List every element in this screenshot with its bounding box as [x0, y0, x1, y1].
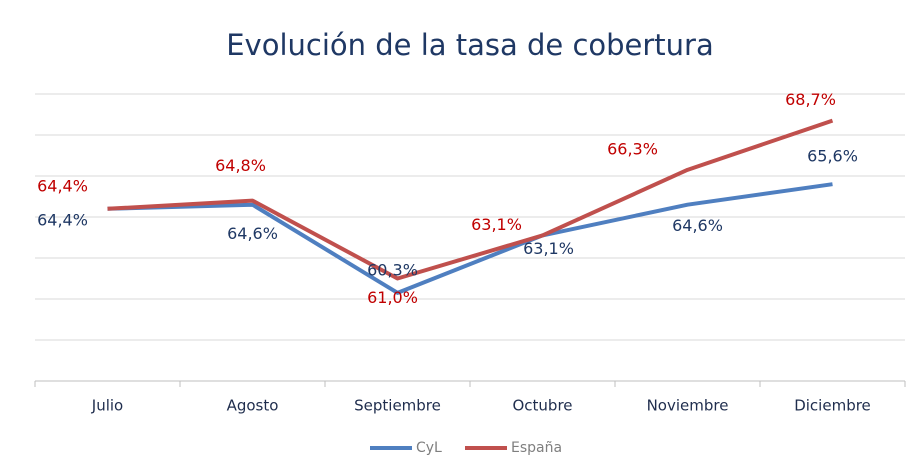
x-tick-label: Septiembre [354, 397, 441, 415]
data-label: 63,1% [471, 215, 522, 234]
x-tick-label: Noviembre [647, 397, 729, 415]
data-label: 68,7% [785, 90, 836, 109]
data-label: 64,8% [215, 156, 266, 175]
chart-title: Evolución de la tasa de cobertura [226, 28, 714, 62]
line-series [107, 182, 833, 295]
x-tick-label: Octubre [512, 397, 572, 415]
data-label: 64,4% [37, 210, 88, 229]
legend-label: CyL [416, 440, 442, 456]
data-label: 64,4% [37, 176, 88, 195]
data-label: 64,6% [227, 224, 278, 243]
data-label: 66,3% [607, 139, 658, 158]
data-label: 61,0% [367, 288, 418, 307]
x-tick-label: Diciembre [794, 397, 871, 415]
data-label: 60,3% [367, 260, 418, 279]
legend-label: España [511, 440, 562, 456]
data-label: 64,6% [672, 216, 723, 235]
x-tick-label: Agosto [227, 397, 279, 415]
line-series [107, 118, 834, 281]
data-label: 63,1% [523, 239, 574, 258]
x-tick-label: Julio [91, 397, 123, 415]
data-label: 65,6% [807, 147, 858, 166]
